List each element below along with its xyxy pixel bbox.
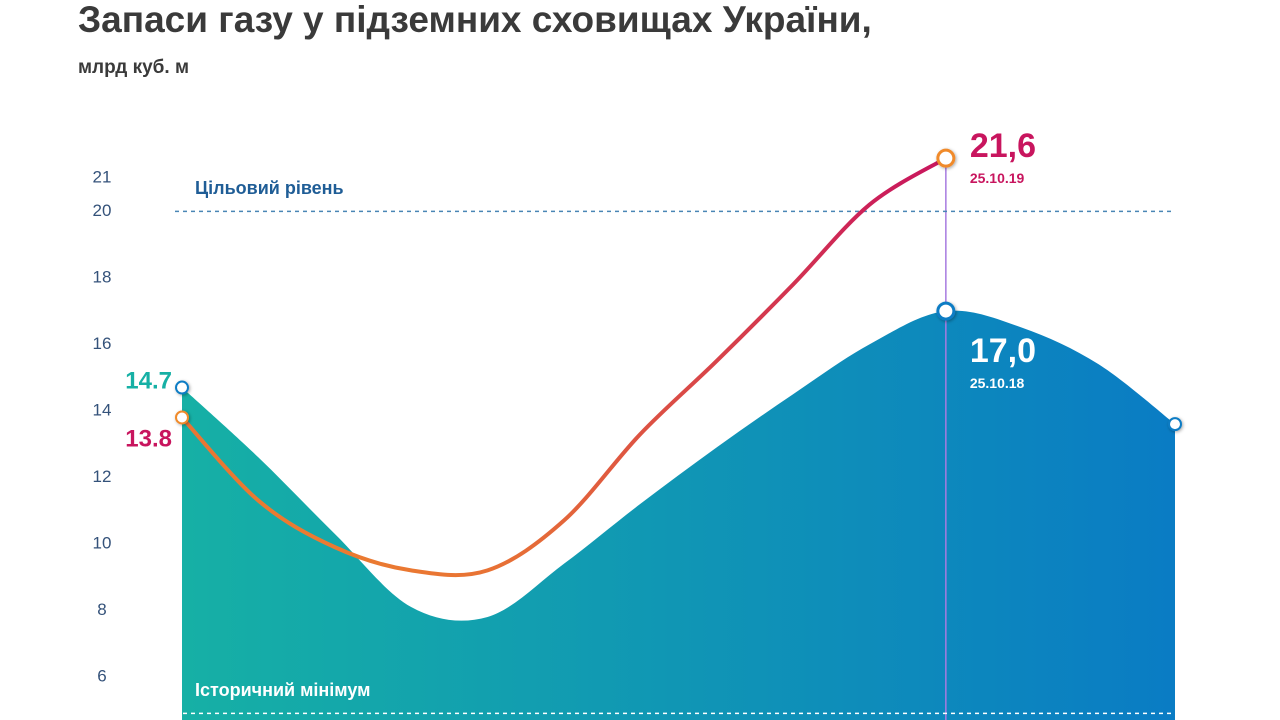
point-marker	[936, 148, 956, 168]
point-marker	[936, 301, 956, 321]
value-label: 13.8	[125, 425, 172, 452]
reference-label: Історичний мінімум	[195, 680, 370, 700]
area	[182, 310, 1175, 720]
y-tick-label: 8	[97, 600, 106, 619]
value-label: 21,6	[970, 127, 1036, 165]
y-tick-label: 14	[93, 400, 112, 419]
y-tick-label: 20	[93, 201, 112, 220]
line	[180, 156, 948, 578]
y-tick-label: 16	[93, 334, 112, 353]
value-label: 17,0	[970, 332, 1036, 370]
point-marker	[175, 380, 189, 395]
chart-title: Запаси газу у підземних сховищах України…	[78, 0, 872, 40]
y-tick-label: 10	[93, 533, 112, 552]
point-marker	[175, 410, 189, 425]
reference-label: Цільовий рівень	[195, 178, 344, 198]
date-label: 25.10.18	[970, 375, 1025, 391]
value-label: 14.7	[125, 367, 172, 394]
y-tick-label: 12	[93, 467, 112, 486]
y-tick-label: 21	[93, 168, 112, 187]
date-label: 25.10.19	[970, 170, 1025, 186]
y-tick-label: 18	[93, 267, 112, 286]
y-tick-label: 6	[97, 666, 106, 685]
chart-subtitle: млрд куб. м	[78, 57, 189, 78]
point-marker	[1168, 417, 1182, 432]
